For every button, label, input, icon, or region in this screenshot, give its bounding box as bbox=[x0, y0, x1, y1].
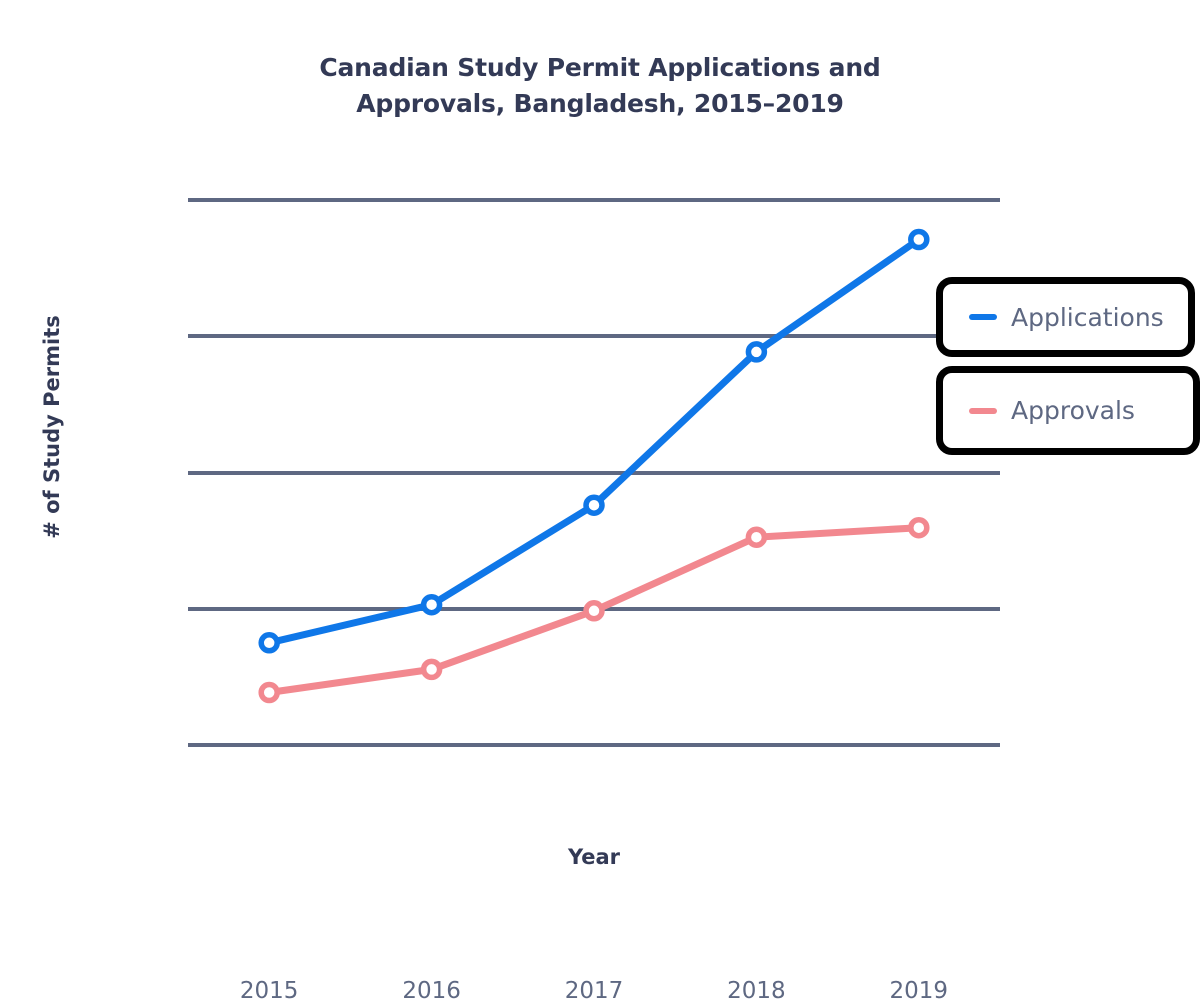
data-point-marker[interactable] bbox=[420, 593, 443, 616]
data-point-marker[interactable] bbox=[908, 228, 930, 251]
data-point-marker[interactable] bbox=[745, 526, 768, 548]
gridline bbox=[188, 334, 1000, 339]
line-chart: Canadian Study Permit Applications and A… bbox=[40, 50, 1200, 1003]
y-axis-title: # of Study Permits bbox=[40, 315, 64, 539]
data-point-marker[interactable] bbox=[583, 600, 605, 622]
legend-swatch-applications bbox=[969, 314, 997, 320]
x-axis-title: Year bbox=[567, 845, 621, 869]
data-point-marker[interactable] bbox=[420, 658, 443, 681]
series-plot bbox=[258, 228, 930, 704]
chart-title-line-2: Approvals, Bangladesh, 2015–2019 bbox=[356, 89, 844, 118]
chart-title: Canadian Study Permit Applications and A… bbox=[180, 50, 1020, 122]
chart-title-line-1: Canadian Study Permit Applications and bbox=[319, 53, 881, 82]
legend-swatch-approvals bbox=[969, 407, 997, 414]
gridline bbox=[188, 198, 1000, 202]
data-point-marker[interactable] bbox=[583, 494, 605, 516]
legend-label-approvals: Approvals bbox=[1011, 396, 1135, 425]
x-axis-tick-label: 2017 bbox=[564, 978, 624, 1004]
x-axis-tick-label: 2016 bbox=[402, 978, 461, 1004]
series-line-applications bbox=[265, 236, 923, 647]
data-point-marker[interactable] bbox=[908, 516, 930, 539]
x-axis-tick-label: 2018 bbox=[727, 978, 786, 1004]
legend-item-approvals[interactable]: Approvals bbox=[936, 366, 1200, 455]
x-axis-tick-label: 2015 bbox=[239, 978, 299, 1004]
legend-label-applications: Applications bbox=[1011, 302, 1164, 332]
x-axis-tick-label: 2019 bbox=[889, 978, 949, 1004]
gridline bbox=[188, 470, 1000, 475]
data-point-marker[interactable] bbox=[258, 681, 280, 704]
data-point-marker[interactable] bbox=[258, 632, 280, 654]
gridline bbox=[188, 743, 1000, 747]
legend-item-applications[interactable]: Applications bbox=[936, 277, 1195, 357]
data-point-marker[interactable] bbox=[745, 341, 768, 363]
